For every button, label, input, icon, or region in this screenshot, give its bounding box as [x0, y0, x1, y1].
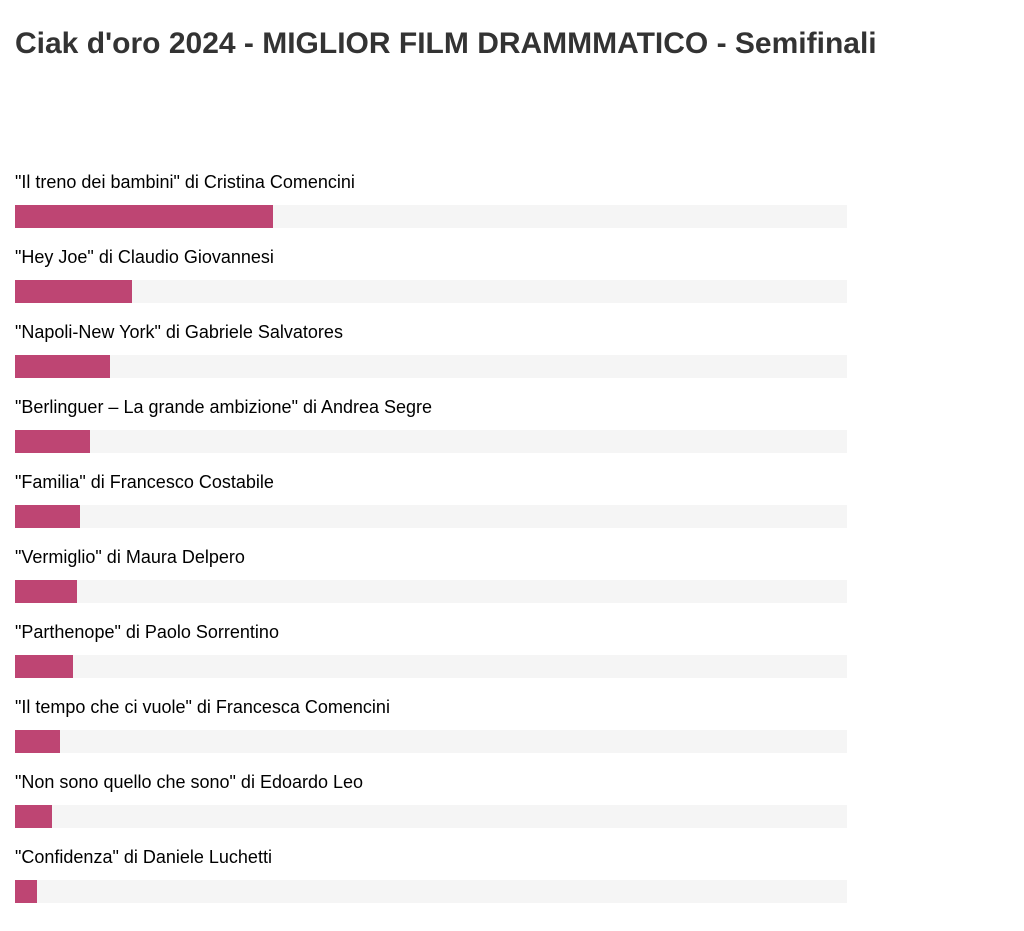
option-label: "Il tempo che ci vuole" di Francesca Com… — [15, 697, 390, 717]
poll-option: "Napoli-New York" di Gabriele Salvatores — [15, 318, 847, 393]
result-bar-track — [15, 805, 847, 828]
poll-option: "Confidenza" di Daniele Luchetti — [15, 843, 847, 918]
result-bar-fill — [15, 880, 37, 903]
result-bar-track — [15, 430, 847, 453]
option-label: "Confidenza" di Daniele Luchetti — [15, 847, 272, 867]
result-bar-track — [15, 730, 847, 753]
result-bar-track — [15, 655, 847, 678]
result-bar-fill — [15, 580, 77, 603]
poll-title: Ciak d'oro 2024 - MIGLIOR FILM DRAMMMATI… — [15, 27, 877, 60]
result-bar-track — [15, 580, 847, 603]
option-label: "Parthenope" di Paolo Sorrentino — [15, 622, 279, 642]
option-label: "Hey Joe" di Claudio Giovannesi — [15, 247, 274, 267]
poll-option: "Non sono quello che sono" di Edoardo Le… — [15, 768, 847, 843]
result-bar-fill — [15, 355, 110, 378]
poll-option: "Il tempo che ci vuole" di Francesca Com… — [15, 693, 847, 768]
option-label: "Il treno dei bambini" di Cristina Comen… — [15, 172, 355, 192]
result-bar-fill — [15, 280, 133, 303]
result-bar-fill — [15, 655, 74, 678]
result-bar-track — [15, 355, 847, 378]
result-bar-fill — [15, 430, 90, 453]
poll-option: "Parthenope" di Paolo Sorrentino — [15, 618, 847, 693]
result-bar-fill — [15, 205, 273, 228]
option-label: "Berlinguer – La grande ambizione" di An… — [15, 397, 433, 417]
result-bar-fill — [15, 505, 80, 528]
poll-option: "Il treno dei bambini" di Cristina Comen… — [15, 168, 847, 243]
result-bar-track — [15, 505, 847, 528]
option-label: "Familia" di Francesco Costabile — [15, 472, 274, 492]
poll-option: "Berlinguer – La grande ambizione" di An… — [15, 393, 847, 468]
option-label: "Non sono quello che sono" di Edoardo Le… — [15, 772, 364, 792]
result-bar-track — [15, 205, 847, 228]
poll-option: "Hey Joe" di Claudio Giovannesi — [15, 243, 847, 318]
result-bar-fill — [15, 730, 60, 753]
option-label: "Vermiglio" di Maura Delpero — [15, 547, 245, 567]
option-label: "Napoli-New York" di Gabriele Salvatores — [15, 322, 343, 342]
poll-option: "Familia" di Francesco Costabile — [15, 468, 847, 543]
result-bar-fill — [15, 805, 53, 828]
poll-results-list: "Il treno dei bambini" di Cristina Comen… — [15, 168, 847, 918]
result-bar-track — [15, 280, 847, 303]
result-bar-track — [15, 880, 847, 903]
poll-option: "Vermiglio" di Maura Delpero — [15, 543, 847, 618]
